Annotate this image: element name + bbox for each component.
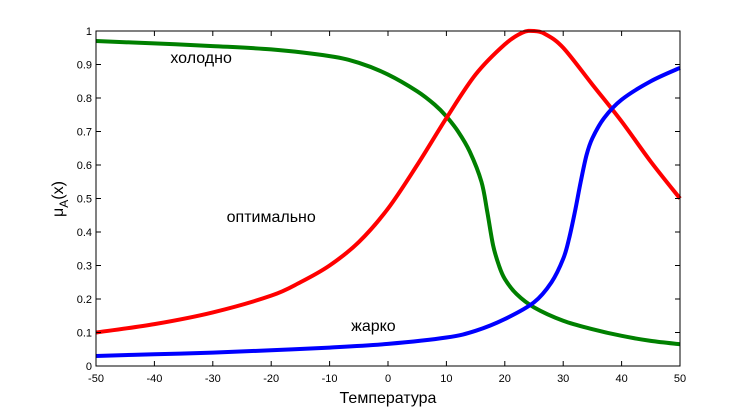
series-line-0 (95, 39, 681, 347)
x-tick-label: 50 (674, 373, 686, 385)
y-axis-title-subscript: A (57, 200, 71, 208)
x-tick-label: 10 (440, 373, 452, 385)
y-tick-label: 0.3 (77, 261, 92, 273)
y-tick-label: 0.7 (77, 127, 92, 139)
x-axis-title: Температура (340, 390, 437, 407)
y-tick-label: 0.9 (77, 60, 92, 72)
x-tick-label: -10 (322, 373, 338, 385)
x-axis: -50 -40 -30 -20 -10 0 10 20 30 40 50 (88, 31, 686, 385)
x-tick-label: -20 (263, 373, 279, 385)
plot-area-background (96, 31, 680, 366)
series-label: холодно (170, 50, 232, 67)
series-line-2 (95, 66, 681, 358)
x-tick-label: 30 (557, 373, 569, 385)
y-tick-label: 0.6 (77, 160, 92, 172)
y-axis-title: μA(x) (50, 181, 71, 217)
y-tick-label: 0.2 (77, 294, 92, 306)
svg-text:μA(x): μA(x) (50, 181, 71, 217)
series-line-1 (95, 28, 682, 335)
series-layer (95, 28, 682, 358)
y-tick-label: 0 (86, 361, 92, 373)
series-label: оптимально (227, 209, 316, 226)
x-tick-label: 0 (385, 373, 391, 385)
series-labels: холодно оптимально жарко (170, 50, 395, 335)
series-label: жарко (351, 318, 396, 335)
y-tick-label: 0.8 (77, 93, 92, 105)
x-tick-label: 20 (499, 373, 511, 385)
x-tick-label: 40 (615, 373, 627, 385)
x-tick-label: -40 (146, 373, 162, 385)
y-axis-title-mu: μ (50, 208, 67, 217)
y-axis: 0 0.1 0.2 0.3 0.4 0.5 0.6 0.7 0.8 0.9 1 (77, 26, 680, 373)
y-tick-label: 0.4 (77, 227, 92, 239)
x-tick-label: -50 (88, 373, 104, 385)
y-tick-label: 0.5 (77, 194, 92, 206)
y-axis-title-rest: (x) (50, 181, 67, 200)
y-tick-label: 0.1 (77, 328, 92, 340)
y-tick-label: 1 (86, 26, 92, 38)
x-tick-label: -30 (205, 373, 221, 385)
